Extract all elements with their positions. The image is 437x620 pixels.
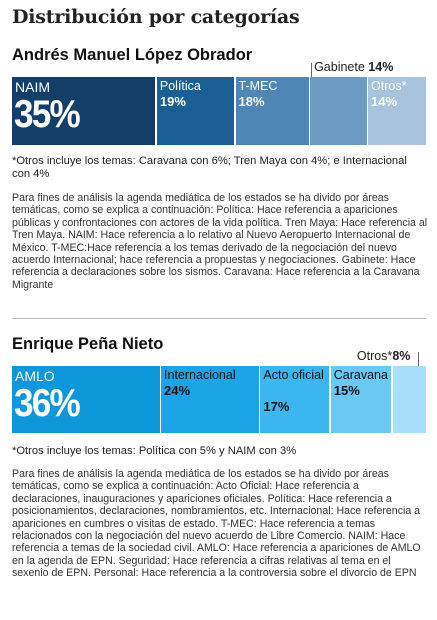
bar-value-label: 8% (392, 349, 411, 363)
bar-segment-pol-tica: Política 19% (156, 77, 235, 145)
bar-category-label: T-MEC (238, 79, 278, 93)
bar-category-label: AMLO (15, 368, 55, 384)
bar-category-label: Internacional (164, 368, 236, 382)
bar-segment-naim: NAIM 35% (12, 77, 156, 145)
bar-value-label: 35% (14, 93, 81, 136)
bar-category-label: Gabinete (314, 60, 365, 74)
bar-value-label: 18% (238, 94, 265, 109)
section-divider (12, 318, 426, 319)
bar-segment-gabinete (310, 77, 367, 145)
bar-value-label: 17% (263, 399, 290, 414)
bar-segment-otros (392, 366, 426, 433)
bar-segment-caravana: Caravana 15% (330, 366, 392, 433)
label-leader-line (418, 352, 419, 366)
bar-category-label: Otros* (356, 349, 393, 363)
bar-value-label: 14% (371, 94, 398, 109)
bar-segment-acto-oficial: Acto oficial 17% (260, 366, 330, 433)
bar-category-label: Acto oficial (263, 368, 324, 382)
note-epn: *Otros incluye los temas: Política con 5… (12, 445, 297, 457)
label-leader-line (311, 63, 313, 77)
bar-category-label: Otros* (371, 79, 407, 93)
bar-segment-internacional: Internacional 24% (161, 366, 259, 433)
bar-segment-amlo: AMLO 36% (12, 366, 160, 433)
bar-segment-t-mec: T-MEC 18% (235, 77, 309, 145)
bar-value-label: 15% (333, 383, 360, 398)
bar-value-label: 14% (364, 60, 394, 74)
bar-value-label: 36% (14, 382, 81, 425)
bar-external-label: Otros*8% (357, 349, 411, 363)
chart-title-amlo: Andrés Manuel López Obrador (12, 46, 253, 64)
bar-category-label: Política (159, 79, 201, 93)
bar-value-label: 19% (159, 94, 186, 109)
description-amlo: Para fines de análisis la agenda mediáti… (12, 192, 428, 291)
bar-value-label: 24% (164, 383, 191, 398)
stacked-bar-epn: AMLO 36% Internacional 24% Acto oficial 17% Ca… (12, 366, 426, 433)
description-epn: Para fines de análisis la agenda mediáti… (12, 468, 421, 580)
bar-external-label: Gabinete 14% (314, 60, 393, 74)
chart-title-epn: Enrique Peña Nieto (12, 335, 164, 353)
note-amlo: *Otros incluye los temas: Caravana con 6… (12, 155, 407, 181)
bar-segment-otros: Otros* 14% (368, 77, 426, 145)
stacked-bar-amlo: NAIM 35% Política 19% T-MEC 18% Otros* 14% (12, 77, 426, 145)
bar-category-label: NAIM (15, 79, 50, 95)
page-title: Distribución por categorías (12, 6, 300, 28)
bar-category-label: Caravana (333, 368, 388, 382)
